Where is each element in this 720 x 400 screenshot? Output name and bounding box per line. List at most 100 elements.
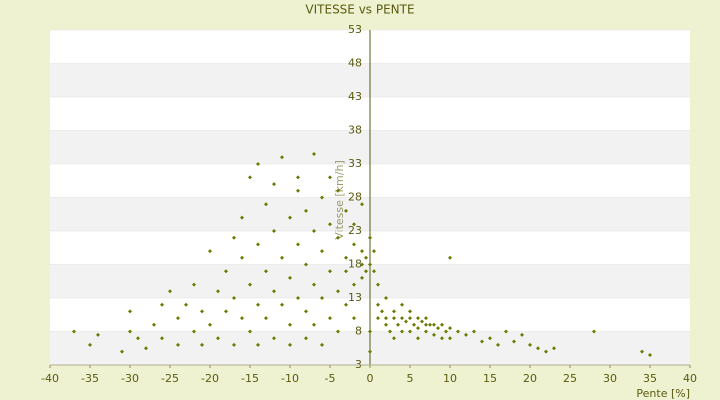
point	[360, 262, 364, 267]
point	[208, 249, 212, 254]
point	[368, 329, 372, 334]
point	[440, 336, 444, 341]
point	[400, 316, 404, 321]
point	[160, 336, 164, 341]
y-tick-label: 48	[348, 57, 362, 70]
x-tick-label: 5	[407, 372, 414, 385]
point	[280, 255, 284, 260]
point	[544, 349, 548, 354]
point	[288, 342, 292, 347]
point	[364, 269, 368, 274]
point	[240, 316, 244, 321]
point	[232, 235, 236, 240]
point	[200, 309, 204, 314]
point	[436, 326, 440, 331]
point	[344, 269, 348, 274]
point	[176, 316, 180, 321]
point	[380, 309, 384, 314]
point	[408, 329, 412, 334]
point	[408, 309, 412, 314]
point	[384, 296, 388, 300]
point	[232, 296, 236, 300]
x-tick-label: -20	[201, 372, 219, 385]
point	[344, 255, 348, 260]
point	[420, 319, 424, 324]
point	[448, 255, 452, 260]
point	[320, 195, 324, 200]
point	[372, 249, 376, 254]
x-tick-label: -5	[325, 372, 336, 385]
point	[288, 322, 292, 327]
point	[264, 269, 268, 274]
point	[312, 322, 316, 327]
point	[160, 302, 164, 307]
point	[88, 342, 92, 347]
point	[432, 332, 436, 337]
point	[336, 329, 340, 334]
point	[312, 282, 316, 287]
point	[480, 339, 484, 344]
point	[384, 316, 388, 321]
point	[592, 329, 596, 334]
point	[388, 329, 392, 334]
point	[120, 349, 124, 354]
point	[368, 262, 372, 267]
point	[216, 289, 220, 294]
point	[352, 282, 356, 287]
point	[552, 346, 556, 351]
point	[136, 336, 140, 341]
point	[504, 329, 508, 334]
point	[368, 349, 372, 354]
point	[256, 162, 260, 166]
y-tick-label: 43	[348, 90, 362, 103]
point	[248, 175, 252, 180]
x-tick-label: -25	[161, 372, 179, 385]
point	[360, 275, 364, 280]
x-tick-label: 20	[523, 372, 537, 385]
point	[144, 346, 148, 351]
point	[272, 229, 276, 233]
point	[424, 322, 428, 327]
point	[200, 342, 204, 347]
y-tick-label: 8	[355, 325, 362, 338]
point	[520, 332, 524, 337]
x-tick-label: 0	[367, 372, 374, 385]
point	[328, 269, 332, 274]
point	[168, 289, 172, 294]
y-tick-label: 33	[348, 157, 362, 170]
point	[352, 242, 356, 247]
x-tick-label: 30	[603, 372, 617, 385]
point	[376, 316, 380, 321]
point	[176, 342, 180, 347]
point	[424, 316, 428, 321]
point	[472, 329, 476, 334]
point	[192, 282, 196, 287]
point	[384, 322, 388, 327]
point	[400, 302, 404, 307]
point	[376, 282, 380, 287]
point	[296, 175, 300, 180]
point	[128, 329, 132, 334]
point	[392, 336, 396, 341]
y-tick-label: 38	[348, 124, 362, 137]
point	[240, 255, 244, 260]
point	[440, 322, 444, 327]
point	[272, 289, 276, 294]
point	[248, 329, 252, 334]
point	[304, 336, 308, 341]
point	[272, 182, 276, 187]
point	[336, 289, 340, 294]
x-tick-label: -35	[81, 372, 99, 385]
point	[304, 208, 308, 213]
y-tick-label: 23	[348, 224, 362, 237]
point	[224, 269, 228, 274]
point	[352, 222, 356, 227]
point	[444, 329, 448, 334]
point	[184, 302, 188, 307]
point	[264, 316, 268, 321]
point	[376, 302, 380, 307]
point	[96, 332, 100, 337]
point	[232, 342, 236, 347]
point	[408, 316, 412, 321]
point	[296, 296, 300, 300]
